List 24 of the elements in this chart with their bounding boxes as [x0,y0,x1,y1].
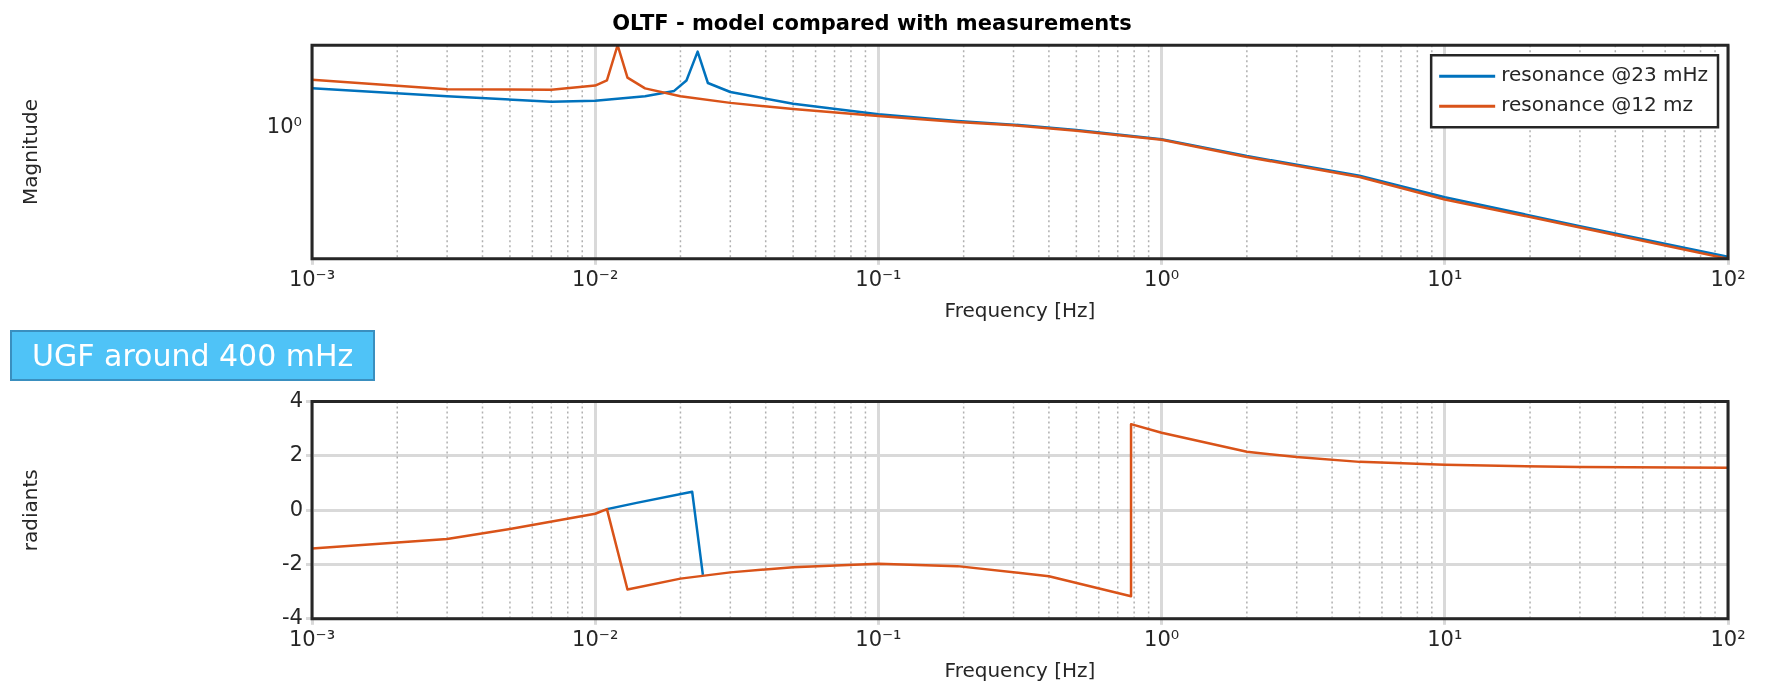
y-axis-title: Magnitude [18,99,43,205]
x-tick-label: 10⁰ [1144,626,1180,651]
x-axis-title: Frequency [Hz] [944,298,1096,323]
y-tick-label: 4 [289,388,303,413]
x-tick-label: 10² [1710,266,1746,291]
y-axis-title: radiants [18,469,43,552]
x-tick-label: 10⁻² [572,266,619,291]
y-tick-label: -2 [282,550,303,575]
y-tick-label: 0 [289,496,303,521]
chart-title: OLTF - model compared with measurements [612,11,1132,36]
x-tick-label: 10⁻³ [288,266,336,291]
x-tick-label: 10¹ [1427,266,1463,291]
x-tick-label: 10⁰ [1144,266,1180,291]
text: 10⁰ [266,114,302,139]
y-tick-label: 2 [289,442,303,467]
x-axis-title: Frequency [Hz] [944,658,1096,683]
text: UGF around 400 mHz [10,330,376,381]
x-tick-label: 10⁻¹ [855,626,902,651]
legend-label: resonance @23 mHz [1501,62,1709,87]
x-tick-label: 10² [1710,626,1746,651]
x-tick-label: 10⁻¹ [855,266,902,291]
x-tick-label: 10¹ [1427,626,1463,651]
legend-label: resonance @12 mz [1501,92,1693,117]
x-tick-label: 10⁻² [572,626,619,651]
